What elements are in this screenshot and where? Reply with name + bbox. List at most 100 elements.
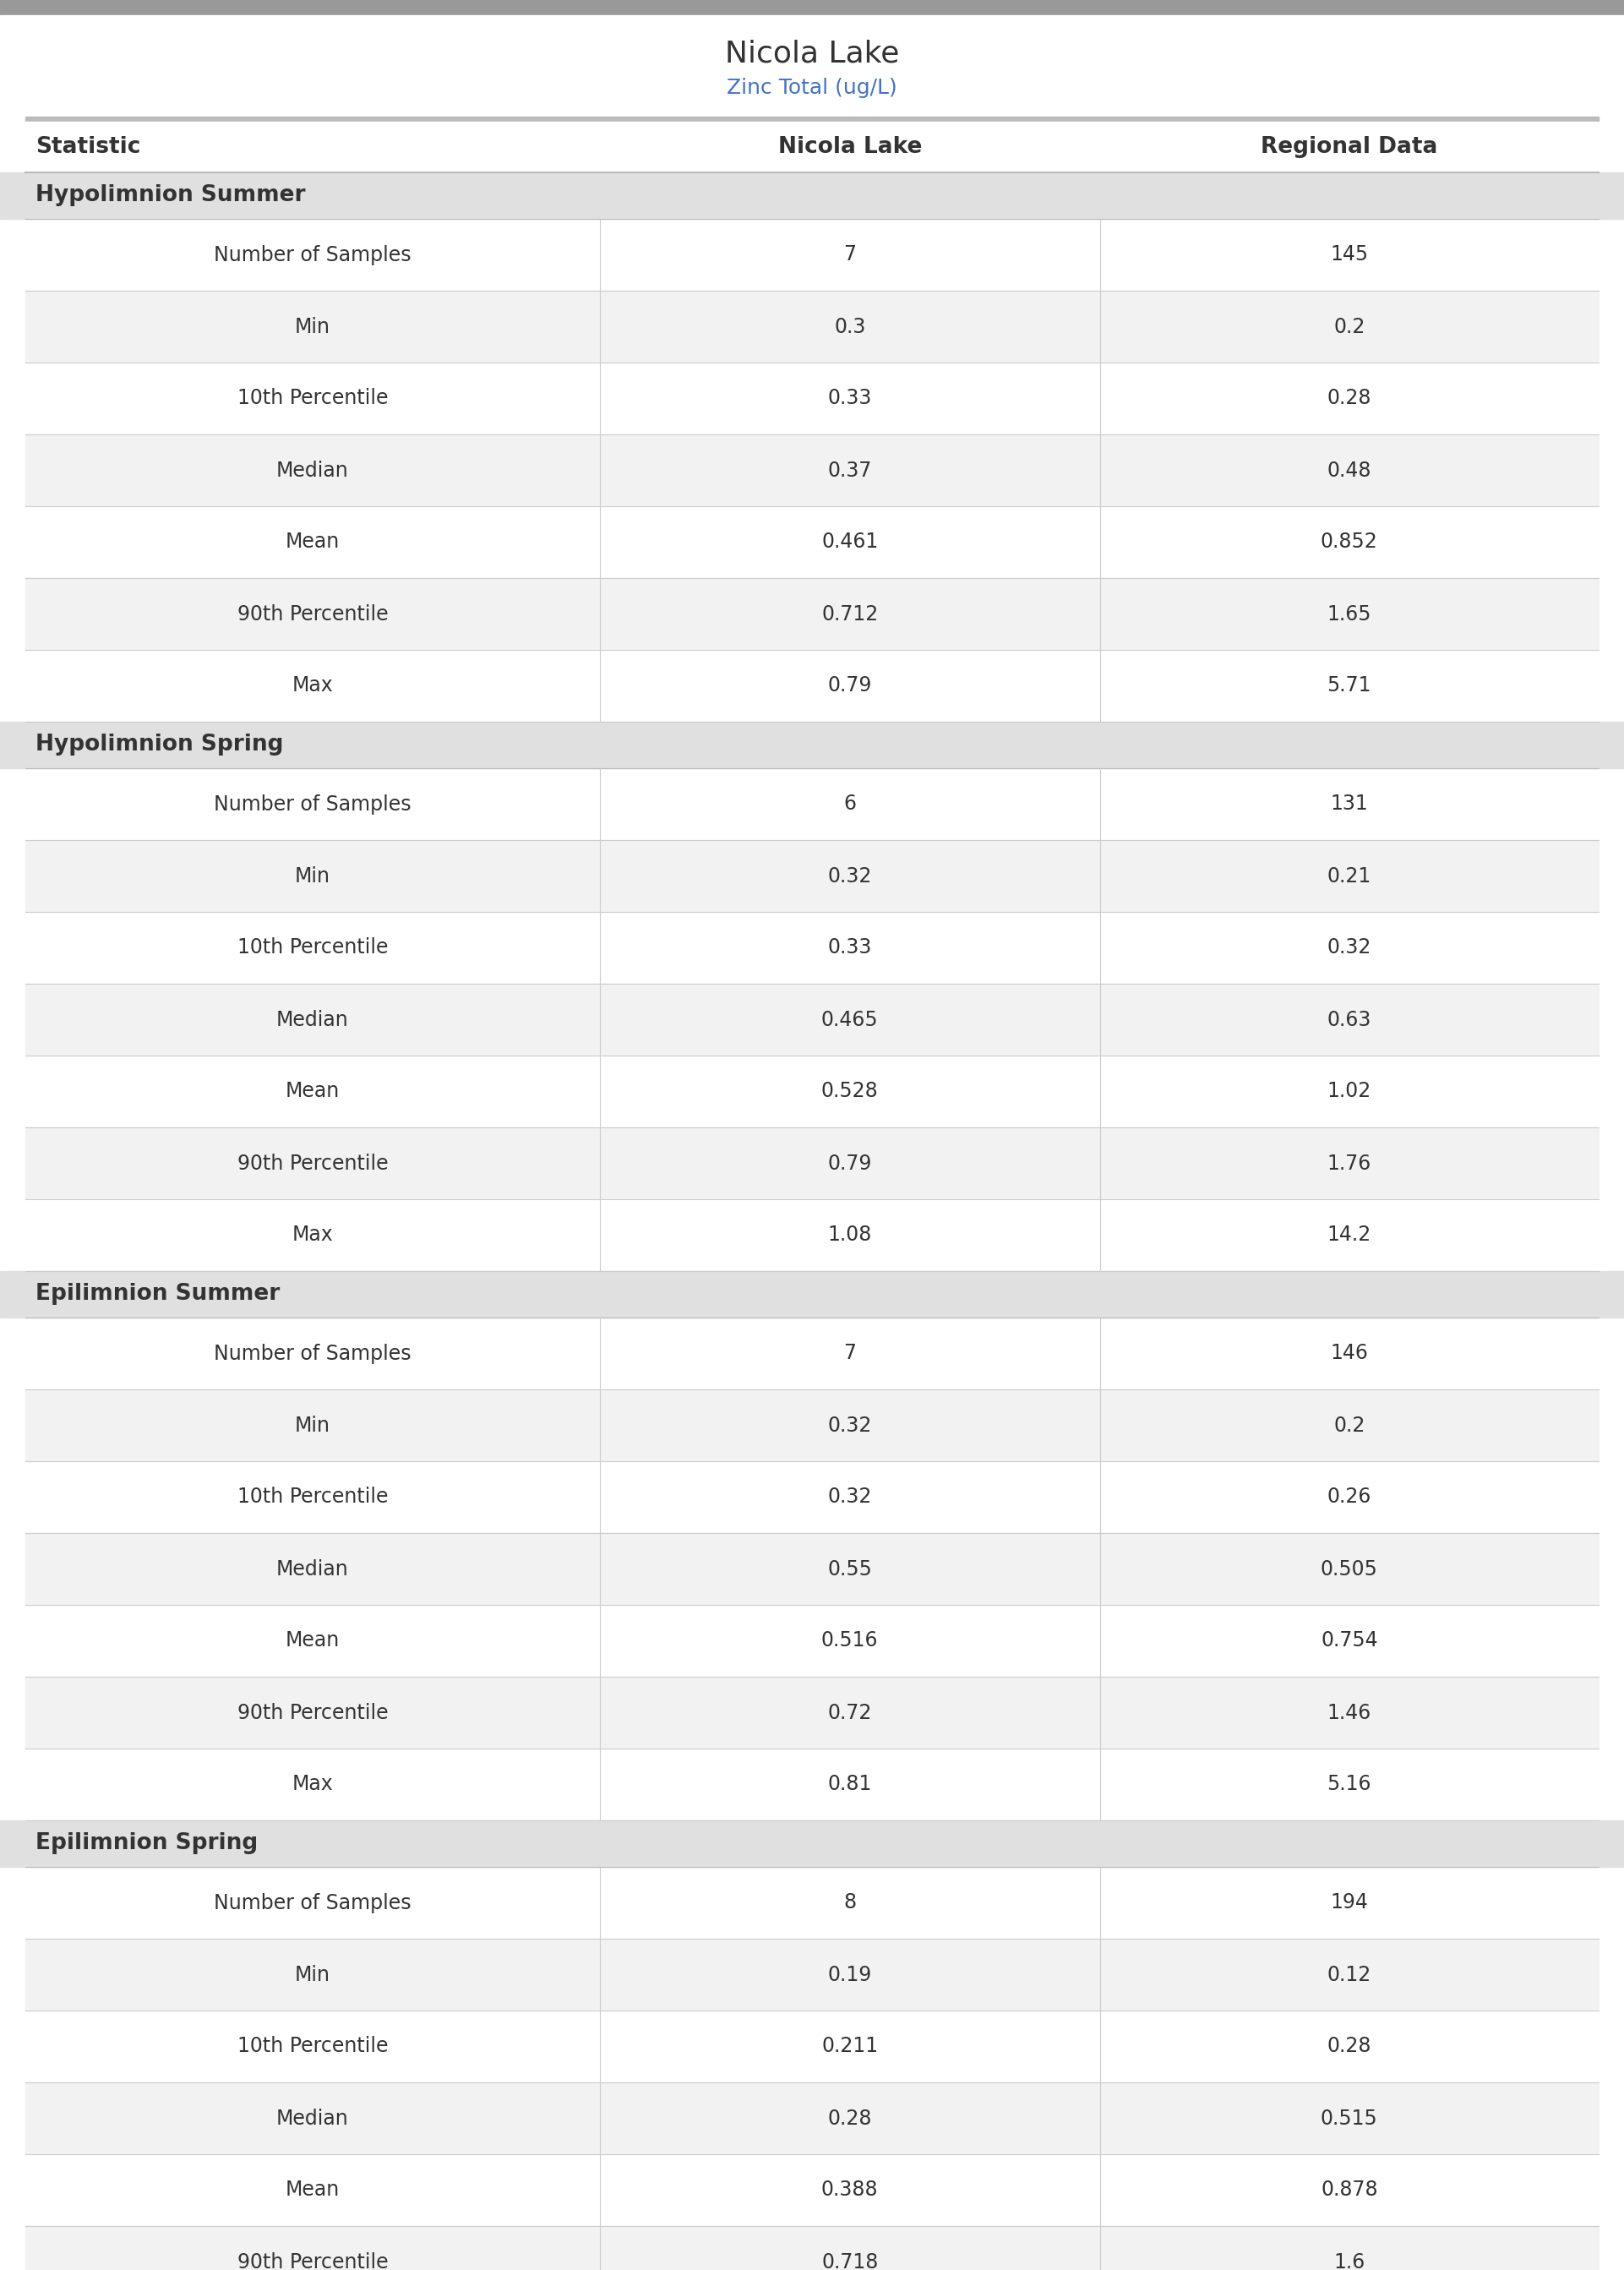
Text: Regional Data: Regional Data <box>1260 136 1437 159</box>
Text: 10th Percentile: 10th Percentile <box>237 1487 388 1507</box>
Bar <box>0 123 1624 173</box>
Bar <box>26 1939 1598 2011</box>
Bar <box>26 649 1598 722</box>
Text: Min: Min <box>294 865 330 885</box>
Text: Min: Min <box>294 1964 330 1984</box>
Text: 0.516: 0.516 <box>822 1630 879 1650</box>
Text: Mean: Mean <box>286 1630 339 1650</box>
Text: 0.2: 0.2 <box>1333 316 1366 336</box>
Bar <box>26 767 1598 840</box>
Bar <box>0 1821 1624 1866</box>
Text: Number of Samples: Number of Samples <box>214 1344 411 1364</box>
Text: Number of Samples: Number of Samples <box>214 794 411 815</box>
Text: 90th Percentile: 90th Percentile <box>237 604 388 624</box>
Bar <box>26 1056 1598 1128</box>
Text: Hypolimnion Summer: Hypolimnion Summer <box>36 184 305 207</box>
Bar <box>26 116 1598 123</box>
Bar <box>26 1128 1598 1199</box>
Text: 0.465: 0.465 <box>822 1010 879 1031</box>
Text: 10th Percentile: 10th Percentile <box>237 2036 388 2057</box>
Bar <box>0 173 1624 218</box>
Text: 1.08: 1.08 <box>828 1226 872 1246</box>
Text: Epilimnion Spring: Epilimnion Spring <box>36 1832 258 1855</box>
Text: 14.2: 14.2 <box>1327 1226 1371 1246</box>
Text: 0.28: 0.28 <box>828 2109 872 2129</box>
Text: Median: Median <box>276 1559 349 1580</box>
Text: 1.76: 1.76 <box>1327 1153 1371 1174</box>
Bar <box>26 1389 1598 1462</box>
Bar <box>0 0 1624 16</box>
Text: 8: 8 <box>843 1893 856 1914</box>
Text: 0.32: 0.32 <box>1327 938 1371 958</box>
Text: 10th Percentile: 10th Percentile <box>237 388 388 409</box>
Bar <box>26 1462 1598 1532</box>
Text: 0.32: 0.32 <box>828 1414 872 1435</box>
Text: 90th Percentile: 90th Percentile <box>237 1153 388 1174</box>
Text: Min: Min <box>294 1414 330 1435</box>
Text: Mean: Mean <box>286 1081 339 1101</box>
Bar <box>26 983 1598 1056</box>
Text: Hypolimnion Spring: Hypolimnion Spring <box>36 733 284 756</box>
Text: 0.28: 0.28 <box>1327 388 1371 409</box>
Text: 0.3: 0.3 <box>835 316 866 336</box>
Bar <box>26 218 1598 291</box>
Bar <box>26 913 1598 983</box>
Text: Median: Median <box>276 461 349 481</box>
Text: 0.79: 0.79 <box>828 676 872 697</box>
Text: 5.16: 5.16 <box>1327 1775 1371 1796</box>
Text: Max: Max <box>292 1775 333 1796</box>
Text: 0.63: 0.63 <box>1327 1010 1371 1031</box>
Text: 90th Percentile: 90th Percentile <box>237 1702 388 1723</box>
Text: 0.505: 0.505 <box>1320 1559 1377 1580</box>
Text: 145: 145 <box>1330 245 1369 266</box>
Text: Min: Min <box>294 316 330 336</box>
Text: 194: 194 <box>1330 1893 1369 1914</box>
Bar <box>26 1678 1598 1748</box>
Text: 0.33: 0.33 <box>828 388 872 409</box>
Text: Nicola Lake: Nicola Lake <box>778 136 922 159</box>
Text: Number of Samples: Number of Samples <box>214 1893 411 1914</box>
Text: 0.55: 0.55 <box>827 1559 872 1580</box>
Bar <box>26 579 1598 649</box>
Bar <box>26 2082 1598 2154</box>
Text: 0.26: 0.26 <box>1327 1487 1371 1507</box>
Text: 0.211: 0.211 <box>822 2036 879 2057</box>
Text: Statistic: Statistic <box>36 136 141 159</box>
Text: 0.32: 0.32 <box>828 1487 872 1507</box>
Bar <box>26 506 1598 579</box>
Text: Epilimnion Summer: Epilimnion Summer <box>36 1283 279 1305</box>
Text: 0.461: 0.461 <box>822 531 879 552</box>
Text: Mean: Mean <box>286 531 339 552</box>
Text: Median: Median <box>276 1010 349 1031</box>
Text: 6: 6 <box>843 794 856 815</box>
Bar <box>26 2227 1598 2270</box>
Text: 0.528: 0.528 <box>822 1081 879 1101</box>
Text: 90th Percentile: 90th Percentile <box>237 2252 388 2270</box>
Text: 0.852: 0.852 <box>1320 531 1377 552</box>
Text: 0.19: 0.19 <box>828 1964 872 1984</box>
Text: 0.72: 0.72 <box>828 1702 872 1723</box>
Text: 0.48: 0.48 <box>1327 461 1371 481</box>
Bar <box>26 2154 1598 2227</box>
Bar <box>26 1748 1598 1821</box>
Text: 0.718: 0.718 <box>822 2252 879 2270</box>
Text: Mean: Mean <box>286 2179 339 2200</box>
Text: 1.65: 1.65 <box>1327 604 1371 624</box>
Text: 0.28: 0.28 <box>1327 2036 1371 2057</box>
Text: 1.46: 1.46 <box>1327 1702 1371 1723</box>
Bar <box>26 1317 1598 1389</box>
Text: 0.79: 0.79 <box>828 1153 872 1174</box>
Text: 146: 146 <box>1330 1344 1369 1364</box>
Text: 7: 7 <box>843 1344 856 1364</box>
Text: Number of Samples: Number of Samples <box>214 245 411 266</box>
Text: 0.21: 0.21 <box>1327 865 1371 885</box>
Text: 5.71: 5.71 <box>1327 676 1371 697</box>
Text: 0.12: 0.12 <box>1327 1964 1371 1984</box>
Bar <box>0 1271 1624 1317</box>
Text: 0.388: 0.388 <box>822 2179 879 2200</box>
Bar <box>0 16 1624 116</box>
Text: Median: Median <box>276 2109 349 2129</box>
Text: 0.32: 0.32 <box>828 865 872 885</box>
Bar <box>26 2011 1598 2082</box>
Text: 0.878: 0.878 <box>1320 2179 1377 2200</box>
